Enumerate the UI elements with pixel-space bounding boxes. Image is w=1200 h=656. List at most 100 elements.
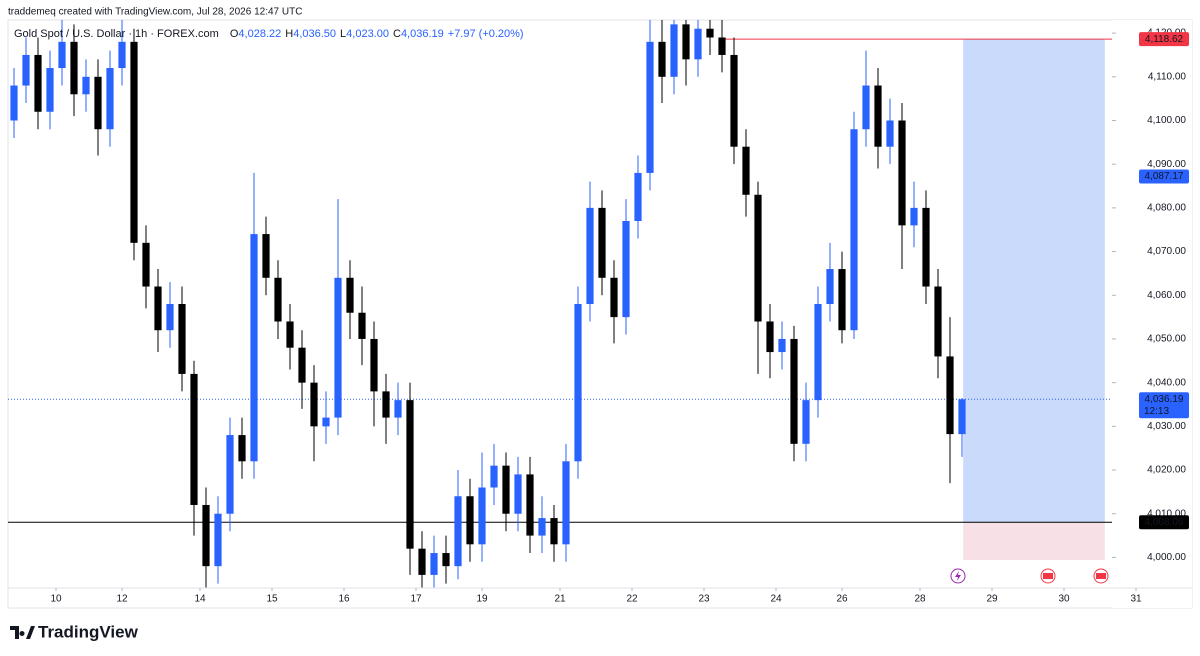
candle-body <box>838 269 846 331</box>
candle-body <box>286 321 294 348</box>
candle-body <box>610 277 618 318</box>
x-tick-label: 29 <box>986 594 998 605</box>
x-tick-label: 16 <box>338 594 350 605</box>
candle-body <box>202 504 210 567</box>
candle-body <box>826 269 834 304</box>
x-tick-label: 14 <box>194 594 206 605</box>
candle-body <box>586 207 594 304</box>
y-tick-label: 4,070.00 <box>1147 246 1186 257</box>
y-tick-label: 4,080.00 <box>1147 203 1186 214</box>
event-icon <box>1043 573 1053 579</box>
y-tick-label: 4,010.00 <box>1147 508 1186 519</box>
x-tick-label: 12 <box>116 594 128 605</box>
candle-body <box>658 41 666 77</box>
candle-body <box>598 207 606 278</box>
price-label: 4,087.17 <box>1145 171 1184 182</box>
candle-body <box>646 41 654 173</box>
price-label-bg <box>1139 32 1189 47</box>
candle-body <box>94 76 102 130</box>
candle-body <box>634 172 642 221</box>
candle-body <box>238 435 246 462</box>
candle-body <box>946 356 954 435</box>
candle-body <box>502 465 510 514</box>
y-tick-label: 4,020.00 <box>1147 465 1186 476</box>
candle-body <box>478 487 486 545</box>
candle-body <box>790 338 798 444</box>
candle-body <box>886 120 894 147</box>
price-label-bg <box>1139 515 1189 530</box>
candle-body <box>922 207 930 287</box>
x-tick-label: 19 <box>476 594 488 605</box>
candle-body <box>442 553 450 567</box>
ohlc-key: L <box>340 28 346 40</box>
candle-body <box>298 347 306 383</box>
candle-body <box>118 41 126 69</box>
candle-body <box>214 513 222 567</box>
ohlc-value: 4,036.50 <box>293 28 336 40</box>
candle-body <box>334 277 342 418</box>
price-label: 4,036.19 <box>1145 394 1184 405</box>
candle-body <box>778 338 786 353</box>
x-tick-label: 22 <box>626 594 638 605</box>
candle-body <box>526 474 534 536</box>
candle-body <box>190 373 198 505</box>
change: +7.97 (+0.20%) <box>448 28 524 40</box>
candle-body <box>310 382 318 427</box>
candle-body <box>34 54 42 112</box>
y-tick-label: 4,100.00 <box>1147 115 1186 126</box>
candle-body <box>274 277 282 322</box>
legend: Gold Spot / U.S. Dollar · 1h · FOREX.com… <box>14 28 524 40</box>
candle-body <box>142 242 150 287</box>
candle-body <box>766 321 774 353</box>
y-tick-label: 4,040.00 <box>1147 377 1186 388</box>
brand-logo: TradingView <box>10 622 139 641</box>
plot-area <box>8 20 1112 588</box>
candle-body <box>850 129 858 331</box>
x-tick-label: 28 <box>914 594 926 605</box>
candle-body <box>322 417 330 427</box>
candle-body <box>154 286 162 331</box>
candle-body <box>934 286 942 357</box>
candle-body <box>490 465 498 488</box>
event-icon <box>955 571 961 581</box>
candle-body <box>454 496 462 567</box>
x-tick-label: 31 <box>1130 594 1142 605</box>
x-tick-label: 15 <box>266 594 278 605</box>
x-tick-label: 23 <box>698 594 710 605</box>
x-tick-label: 10 <box>50 594 62 605</box>
ohlc-key: C <box>393 28 401 40</box>
candle-body <box>370 338 378 392</box>
candle-body <box>874 85 882 147</box>
candle-body <box>226 435 234 514</box>
candle-body <box>346 277 354 313</box>
y-tick-label: 4,000.00 <box>1147 552 1186 563</box>
header: traddemeq created with TradingView.com, … <box>8 7 302 18</box>
candle-body <box>622 220 630 318</box>
candle-body <box>742 146 750 195</box>
candle-body <box>10 85 18 121</box>
y-tick-label: 4,110.00 <box>1148 71 1187 82</box>
candle-body <box>562 461 570 545</box>
candle-body <box>250 234 258 462</box>
ohlc-value: 4,028.22 <box>238 28 281 40</box>
candle-body <box>466 496 474 545</box>
candle-body <box>406 400 414 549</box>
candle-body <box>802 400 810 444</box>
candle-body <box>958 399 966 435</box>
candle-body <box>106 68 114 130</box>
ohlc-value: 4,036.19 <box>401 28 444 40</box>
y-tick-label: 4,050.00 <box>1147 334 1186 345</box>
y-tick-label: 4,030.00 <box>1147 421 1186 432</box>
ohlc-legend: O4,028.22 H4,036.50 L4,023.00 C4,036.19 +7.9… <box>230 28 524 40</box>
logo-mark <box>10 626 35 639</box>
position-profit <box>963 39 1105 523</box>
candle-body <box>166 304 174 331</box>
price-label-bg <box>1139 392 1189 419</box>
ohlc-key: H <box>285 28 293 40</box>
candle-body <box>898 120 906 226</box>
price-axis <box>1112 20 1192 608</box>
price-label: 4,008.06 <box>1145 517 1184 528</box>
candle-body <box>862 85 870 130</box>
candle-body <box>730 54 738 147</box>
